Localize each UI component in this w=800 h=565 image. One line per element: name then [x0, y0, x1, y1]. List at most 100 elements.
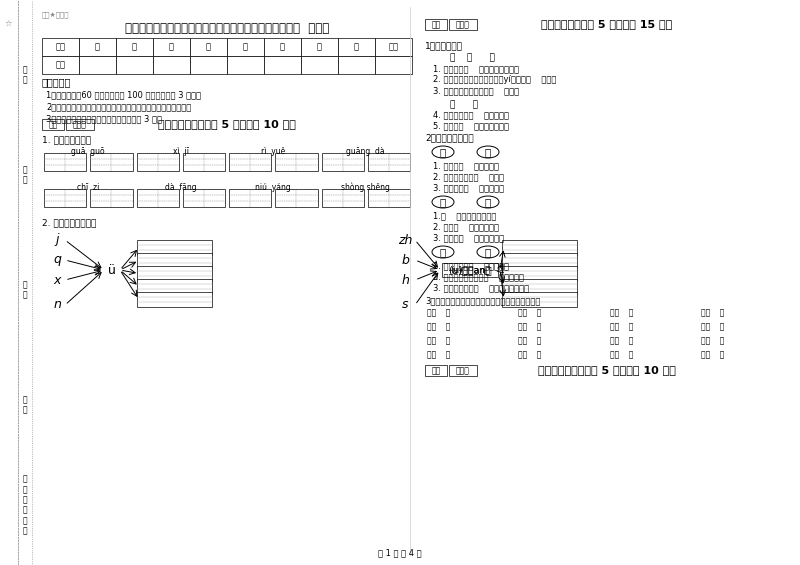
Text: 三、识字写字（每题 5 分，共计 10 分）: 三、识字写字（每题 5 分，共计 10 分）: [538, 365, 676, 375]
Bar: [229, 189, 271, 207]
Text: 住      注: 住 注: [450, 100, 478, 109]
Text: 气（    ）: 气（ ）: [518, 336, 542, 345]
Bar: [322, 189, 364, 207]
Text: 学
号: 学 号: [22, 66, 27, 85]
Bar: [301, 56, 338, 74]
Text: 七: 七: [317, 42, 322, 51]
Text: j: j: [55, 233, 58, 246]
Text: 1. 阳光照（    ）了教室。: 1. 阳光照（ ）了教室。: [433, 161, 499, 170]
Text: 三: 三: [169, 42, 174, 51]
Text: 听（    ）: 听（ ）: [701, 336, 724, 345]
Text: 楚雄彝族自治州实验小学一年级语文上学期过关检测试题  附答案: 楚雄彝族自治州实验小学一年级语文上学期过关检测试题 附答案: [125, 22, 329, 35]
Bar: [44, 153, 86, 171]
Text: 2、我会选字填空。: 2、我会选字填空。: [425, 133, 474, 142]
Text: 2. 星期日，我跟妈妈到二姨（yí）家去（    ）客。: 2. 星期日，我跟妈妈到二姨（yí）家去（ ）客。: [433, 75, 556, 84]
Text: 学
校: 学 校: [22, 396, 27, 415]
Text: 得分: 得分: [431, 20, 441, 29]
Text: h: h: [401, 273, 409, 286]
Text: 1.（    ）上开满了鲜花。: 1.（ ）上开满了鲜花。: [433, 211, 496, 220]
Text: 三: 三: [440, 197, 446, 207]
Bar: [264, 56, 301, 74]
Text: 二: 二: [132, 42, 137, 51]
Bar: [368, 153, 410, 171]
Text: 话（    ）: 话（ ）: [610, 336, 633, 345]
Text: 圆（    ）: 圆（ ）: [701, 322, 724, 331]
FancyBboxPatch shape: [425, 19, 447, 30]
Bar: [153, 38, 190, 56]
Text: 请（    ）: 请（ ）: [610, 308, 633, 317]
Bar: [44, 189, 86, 207]
Bar: [502, 240, 577, 255]
Bar: [190, 38, 227, 56]
Text: 八: 八: [354, 42, 359, 51]
Text: guā  guō: guā guō: [71, 147, 105, 156]
Text: 做    作      床: 做 作 床: [450, 53, 495, 62]
Text: zh: zh: [398, 233, 412, 246]
Bar: [301, 38, 338, 56]
Ellipse shape: [477, 146, 499, 158]
Text: 象（    ）: 象（ ）: [427, 336, 450, 345]
Bar: [368, 189, 410, 207]
Bar: [90, 189, 133, 207]
Bar: [442, 263, 498, 277]
Bar: [264, 38, 301, 56]
Text: 进: 进: [485, 147, 491, 157]
Text: 在: 在: [440, 247, 446, 257]
Bar: [137, 189, 178, 207]
Text: 1. 看拼音写词语。: 1. 看拼音写词语。: [42, 135, 91, 144]
Bar: [137, 240, 212, 255]
Text: 评卷人: 评卷人: [456, 366, 470, 375]
Text: 第 1 页 共 4 页: 第 1 页 共 4 页: [378, 548, 422, 557]
Text: 活（    ）: 活（ ）: [610, 350, 633, 359]
Bar: [190, 56, 227, 74]
FancyBboxPatch shape: [449, 19, 477, 30]
Bar: [338, 38, 375, 56]
Text: 评卷人: 评卷人: [456, 20, 470, 29]
Text: 微雷★自用册: 微雷★自用册: [42, 11, 70, 18]
Bar: [229, 153, 271, 171]
Text: 山: 山: [485, 197, 491, 207]
Text: 二、填空题（每题 5 分，共计 15 分）: 二、填空题（每题 5 分，共计 15 分）: [542, 19, 673, 29]
Bar: [116, 38, 153, 56]
Text: 1、选词填空。: 1、选词填空。: [425, 41, 463, 50]
FancyBboxPatch shape: [66, 119, 94, 130]
Text: 班
级: 班 级: [22, 166, 27, 185]
Text: q: q: [53, 254, 61, 267]
Text: (u)－（an）: (u)－（an）: [448, 265, 492, 275]
Text: 3．不要在试卷上乱写乱画，卷面不整洁扣 3 分。: 3．不要在试卷上乱写乱画，卷面不整洁扣 3 分。: [46, 114, 162, 123]
Text: 再: 再: [485, 247, 491, 257]
Text: 座（    ）: 座（ ）: [518, 322, 542, 331]
Text: 2. 现在离春节假（    ）了。: 2. 现在离春节假（ ）了。: [433, 172, 504, 181]
Text: 虾（    ）: 虾（ ）: [701, 350, 724, 359]
Text: 3. 老师告诉我们（    ）家要注意安全。: 3. 老师告诉我们（ ）家要注意安全。: [433, 283, 529, 292]
Bar: [322, 153, 364, 171]
Text: 情（    ）: 情（ ）: [610, 322, 633, 331]
Ellipse shape: [477, 246, 499, 258]
Text: 1. 北京是一（    ）现代化的城市。: 1. 北京是一（ ）现代化的城市。: [433, 64, 519, 73]
Text: n: n: [53, 298, 61, 311]
Text: 3. 你怎么不（    ）门的呢？: 3. 你怎么不（ ）门的呢？: [433, 183, 504, 192]
Text: 3、老师相信你一定能给下面的字组一个很好的词。: 3、老师相信你一定能给下面的字组一个很好的词。: [425, 296, 540, 305]
Text: 楼（    ）: 楼（ ）: [427, 322, 450, 331]
Text: xì  jī: xì jī: [173, 147, 189, 156]
Text: 2．请首先按要求在试卷的指定位置填写您的姓名、班级、学号。: 2．请首先按要求在试卷的指定位置填写您的姓名、班级、学号。: [46, 102, 191, 111]
Bar: [338, 56, 375, 74]
Text: 姓
名: 姓 名: [22, 280, 27, 299]
Text: dà  fāng: dà fāng: [165, 183, 197, 192]
Text: 六: 六: [280, 42, 285, 51]
Text: ☆: ☆: [4, 20, 12, 29]
Text: 1. 小熊一家住（    ）山洞里。: 1. 小熊一家住（ ）山洞里。: [433, 261, 509, 270]
Text: 2. 我有（    ）个好朋友。: 2. 我有（ ）个好朋友。: [433, 222, 499, 231]
Text: 3. 草地上（    ）羊在吃草。: 3. 草地上（ ）羊在吃草。: [433, 233, 504, 242]
Text: rì  yuě: rì yuě: [261, 147, 286, 156]
Bar: [137, 266, 212, 281]
Bar: [227, 56, 264, 74]
Bar: [502, 279, 577, 294]
Bar: [375, 56, 412, 74]
Text: 四: 四: [206, 42, 211, 51]
Bar: [42, 56, 79, 74]
Bar: [275, 153, 318, 171]
Bar: [79, 38, 116, 56]
Bar: [375, 38, 412, 56]
Text: chī  zi: chī zi: [77, 183, 99, 192]
